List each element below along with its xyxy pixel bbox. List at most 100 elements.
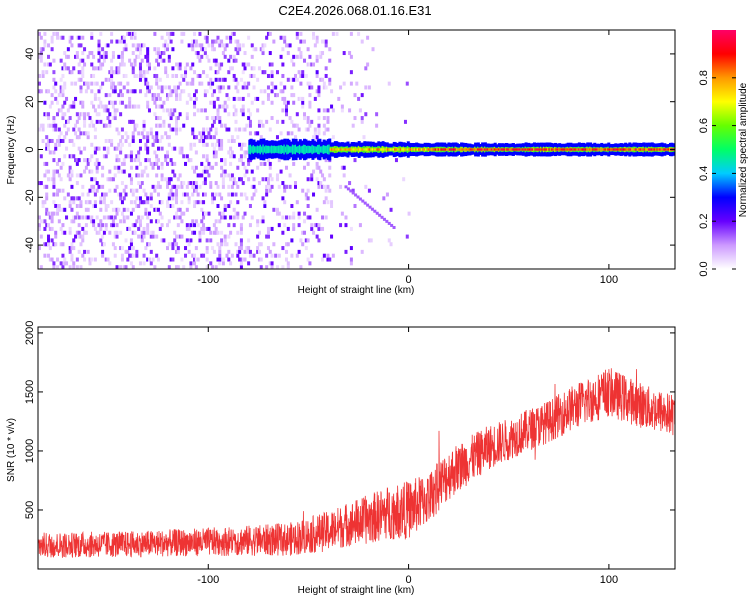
spectrogram-cell <box>342 51 346 56</box>
spectrogram-cell <box>299 81 303 86</box>
spectrogram-cell <box>193 39 197 44</box>
snr-series <box>38 368 675 558</box>
spectrogram-cell <box>349 257 353 262</box>
spectrogram-cell <box>367 238 371 243</box>
spectrogram-cell <box>198 43 202 48</box>
spectrogram-cell <box>164 39 168 44</box>
spectrogram-cell <box>166 93 170 98</box>
spectrogram-cell <box>39 265 43 269</box>
spectrogram-cell <box>342 165 346 170</box>
spectrogram-cell <box>297 96 301 101</box>
spectrogram-cell <box>187 196 191 201</box>
spectrogram-cell <box>171 31 175 36</box>
spectrogram-cell <box>241 181 245 186</box>
spectrogram-cell <box>42 269 45 273</box>
spectrogram-cell <box>211 81 215 86</box>
spectrogram-cell <box>133 104 137 109</box>
spectrogram-cell <box>86 131 90 136</box>
spectrogram-cell <box>198 58 202 63</box>
spectrogram-cell <box>277 158 281 163</box>
spectrogram-cell <box>119 246 123 251</box>
spectrogram-cell <box>301 100 305 105</box>
spectrogram-cell <box>205 135 209 140</box>
spectrogram-cell <box>239 257 243 262</box>
spectrogram-cell <box>83 230 87 235</box>
spectrogram-cell <box>57 93 61 98</box>
spectrogram-cell <box>110 177 114 182</box>
spectrogram-cell <box>218 138 222 143</box>
spectrogram-cell <box>175 93 179 98</box>
spectrogram-cell <box>218 77 222 82</box>
spectrogram-cell <box>178 127 182 132</box>
spectrogram-cell <box>214 192 218 197</box>
spectrogram-cell <box>362 135 366 140</box>
spectrogram-cell <box>216 184 220 189</box>
spectrogram-cell <box>129 119 133 124</box>
spectrogram-cell <box>75 158 79 163</box>
spectrogram-cell <box>194 265 198 269</box>
spectrogram-cell <box>211 100 215 105</box>
spectrogram-cell <box>284 215 288 220</box>
spectrogram-cell <box>59 138 63 143</box>
spectrogram-cell <box>68 116 72 121</box>
spectrogram-cell <box>128 100 132 105</box>
spectrogram-cell <box>171 127 175 132</box>
spectrogram-cell <box>238 96 242 101</box>
figure-title: C2E4.2026.068.01.16.E31 <box>278 3 431 18</box>
spectrogram-cell <box>167 242 171 247</box>
spectrogram-cell <box>203 169 207 174</box>
spectrogram-cell <box>310 62 314 67</box>
spectrogram-cell <box>131 135 135 140</box>
spectrogram-cell <box>138 70 142 75</box>
spectrogram-cell <box>238 47 242 52</box>
spectrogram-cell <box>212 104 216 109</box>
spectrogram-cell <box>104 54 108 59</box>
spectrogram-cell <box>187 200 191 205</box>
spectrogram-cell <box>120 35 124 40</box>
spectrogram-cell <box>122 265 126 269</box>
spectrogram-cell <box>70 70 74 75</box>
spectrogram-cell <box>169 112 173 117</box>
spectrogram-cell <box>52 116 56 121</box>
spectrogram-cell <box>122 161 126 166</box>
spectrogram-cell <box>221 181 225 186</box>
spectrogram-cell <box>61 93 65 98</box>
spectrogram-cell <box>229 177 233 182</box>
spectrogram-cell <box>214 265 218 269</box>
spectrogram-cell <box>288 184 292 189</box>
spectrogram-cell <box>51 269 54 273</box>
spectrogram-cell <box>265 35 269 40</box>
spectrogram-cell <box>321 184 325 189</box>
spectrogram-cell <box>223 173 227 178</box>
spectrogram-cell <box>70 169 74 174</box>
spectrogram-cell <box>155 207 159 212</box>
spectrogram-cell <box>156 85 160 90</box>
spectrogram-cell <box>313 43 317 48</box>
spectrogram-cell <box>90 73 94 78</box>
spectrogram-cell <box>203 35 207 40</box>
spectrogram-cell <box>84 223 88 228</box>
spectrogram-cell <box>124 249 128 254</box>
spectrogram-cell <box>61 161 65 166</box>
spectrogram-cell <box>137 173 141 178</box>
spectrogram-cell <box>81 238 85 243</box>
spectrogram-cell <box>193 135 197 140</box>
spectrogram-cell <box>56 35 60 40</box>
spectrogram-cell <box>128 58 132 63</box>
spectrogram-cell <box>65 131 69 136</box>
spectrogram-cell <box>194 89 198 94</box>
spectrogram-cell <box>295 112 299 117</box>
spectrogram-cell <box>301 70 305 75</box>
spectrogram-cell <box>72 142 76 147</box>
spectrogram-cell <box>229 146 233 151</box>
spectrogram-cell <box>202 200 206 205</box>
spectrogram-cell <box>239 223 243 228</box>
spectrogram-cell <box>364 112 368 117</box>
spectrogram-cell <box>48 62 52 67</box>
spectrogram-cell <box>47 234 51 239</box>
spectrogram-cell <box>239 265 243 269</box>
spectrogram-cell <box>218 142 222 147</box>
spectrogram-cell <box>250 73 254 78</box>
spectrogram-cell <box>209 165 213 170</box>
spectrogram-cell <box>331 31 335 36</box>
